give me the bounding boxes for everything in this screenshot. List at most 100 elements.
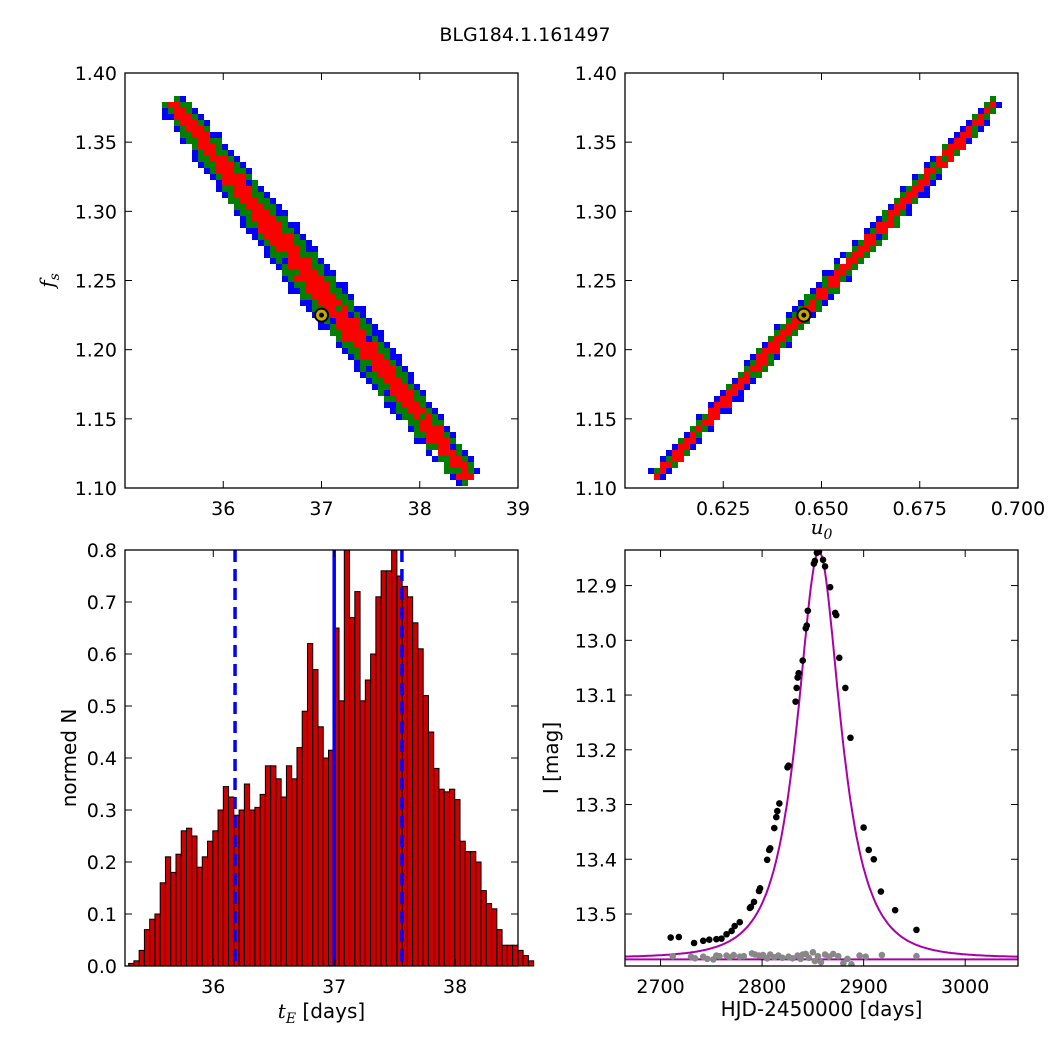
heatmap-cell	[342, 312, 348, 318]
heatmap-cell	[420, 408, 426, 414]
histogram-bar	[464, 851, 472, 967]
heatmap-cell	[864, 228, 870, 234]
heatmap-cell	[408, 408, 414, 414]
heatmap-cell	[720, 402, 726, 408]
heatmap-cell	[216, 156, 222, 162]
residual-point	[669, 952, 677, 960]
histogram-bar	[207, 840, 214, 967]
x-tick-label: 38	[408, 498, 432, 520]
heatmap-cell	[318, 270, 324, 276]
heatmap-cell	[312, 264, 318, 270]
heatmap-cell	[390, 354, 396, 360]
heatmap-cell	[852, 240, 858, 246]
heatmap-cell	[258, 240, 264, 246]
histogram-bar	[422, 695, 429, 967]
heatmap-cell	[348, 336, 354, 342]
best-fit-center	[319, 312, 324, 318]
heatmap-cell	[696, 420, 702, 426]
heatmap-cell	[336, 330, 342, 336]
heatmap-cell	[792, 312, 798, 318]
heatmap-cell	[252, 186, 258, 192]
heatmap-cell	[702, 426, 708, 432]
heatmap-cell	[240, 198, 246, 204]
heatmap-cell	[972, 114, 978, 120]
heatmap-cell	[360, 372, 366, 378]
figure-title: BLG184.1.161497	[439, 24, 610, 46]
heatmap-cell	[360, 366, 366, 372]
heatmap-cell	[930, 156, 936, 162]
heatmap-cell	[912, 192, 918, 198]
histogram-bar	[312, 669, 319, 967]
heatmap-cell	[912, 198, 918, 204]
heatmap-cell	[216, 168, 222, 174]
heatmap-cell	[438, 432, 444, 438]
heatmap-cell	[432, 444, 438, 450]
heatmap-cell	[762, 360, 768, 366]
heatmap-cell	[834, 282, 840, 288]
heatmap-cell	[342, 318, 348, 324]
heatmap-cell	[222, 174, 228, 180]
heatmap-cell	[360, 354, 366, 360]
heatmap-cell	[378, 384, 384, 390]
heatmap-cell	[828, 270, 834, 276]
heatmap-cell	[168, 114, 174, 120]
model-curve	[625, 550, 1018, 958]
histogram-bar	[149, 918, 156, 967]
heatmap-cell	[972, 126, 978, 132]
heatmap-cell	[744, 384, 750, 390]
histogram-bar	[343, 549, 351, 967]
heatmap-cell	[294, 282, 300, 288]
histogram-bar	[412, 622, 419, 967]
heatmap-cell	[678, 456, 684, 462]
x-tick-label: 37	[309, 498, 333, 520]
heatmap-cell	[738, 396, 744, 402]
heatmap-cell	[888, 204, 894, 210]
heatmap-cell	[390, 402, 396, 408]
heatmap-cell	[444, 450, 450, 456]
heatmap-cell	[840, 276, 846, 282]
heatmap-cell	[204, 138, 210, 144]
heatmap-cell	[708, 420, 714, 426]
data-point	[835, 654, 843, 662]
heatmap-cell	[852, 264, 858, 270]
heatmap-cell	[426, 402, 432, 408]
heatmap-cell	[984, 108, 990, 114]
heatmap-cell	[396, 384, 402, 390]
y-tick-label: 1.10	[75, 478, 117, 500]
y-tick-label: 1.25	[75, 271, 117, 293]
data-point	[793, 684, 800, 692]
heatmap-cell	[234, 204, 240, 210]
histogram-bar	[270, 765, 277, 967]
heatmap-cell	[300, 234, 306, 240]
heatmap-cell	[456, 462, 462, 468]
heatmap-cell	[216, 174, 222, 180]
data-point	[913, 926, 920, 934]
heatmap-cell	[444, 432, 450, 438]
axes-frame	[624, 549, 1019, 967]
heatmap-cell	[366, 360, 372, 366]
heatmap-cell	[924, 180, 930, 186]
heatmap-cell	[954, 138, 960, 144]
heatmap-cell	[372, 384, 378, 390]
heatmap-cell	[282, 258, 288, 264]
heatmap-cell	[384, 372, 390, 378]
heatmap-cell	[222, 168, 228, 174]
heatmap-cell	[402, 390, 408, 396]
heatmap-cell	[708, 414, 714, 420]
heatmap-cell	[294, 252, 300, 258]
x-tick-label: 0.700	[991, 498, 1045, 520]
heatmap-cell	[816, 294, 822, 300]
data-point	[870, 855, 878, 863]
heatmap-cell	[822, 276, 828, 282]
heatmap-cell	[702, 414, 708, 420]
heatmap-cell	[756, 354, 762, 360]
histogram-bar	[438, 788, 445, 967]
heatmap-cell	[972, 120, 978, 126]
histogram-bar	[196, 866, 203, 967]
heatmap-cell	[330, 282, 336, 288]
histogram-bar	[201, 856, 209, 967]
x-axis-label: HJD-2450000 [days]	[721, 997, 923, 1021]
heatmap-cell	[714, 402, 720, 408]
histogram-bar	[138, 949, 145, 967]
